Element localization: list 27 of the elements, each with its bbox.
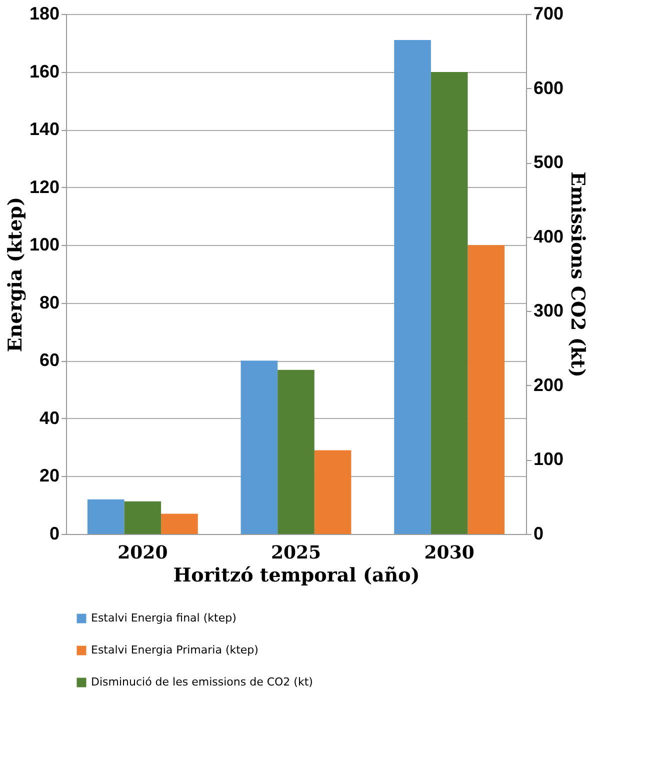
y-tick-label: 0 — [49, 524, 60, 544]
y-tick-label: 140 — [29, 119, 60, 140]
y2-tick-label: 700 — [534, 4, 564, 24]
y2-tick-label: 500 — [534, 152, 564, 172]
legend-label: Estalvi Energia final (ktep) — [91, 612, 236, 624]
y2-tick-label: 100 — [534, 449, 564, 470]
y2-tick-label: 600 — [534, 78, 564, 98]
y-tick-label: 60 — [39, 350, 60, 370]
y2-tick-label: 0 — [534, 524, 544, 544]
y-tick-label: 80 — [39, 292, 60, 312]
y-tick-label: 120 — [29, 176, 60, 197]
x-tick-label: 2025 — [270, 542, 322, 564]
y2-axis-title: Emissions CO2 (kt) — [566, 172, 589, 378]
y-tick-label: 100 — [29, 234, 60, 255]
y-axis-title: Energia (ktep) — [4, 196, 26, 352]
y2-tick-label: 200 — [534, 374, 564, 395]
y2-tick-label: 400 — [534, 226, 564, 246]
y2-tick-label: 300 — [534, 300, 564, 321]
legend-label: Disminució de les emissions de CO2 (kt) — [91, 676, 313, 688]
y-tick-label: 40 — [39, 408, 60, 428]
legend-label: Estalvi Energia Primaria (ktep) — [91, 644, 258, 656]
y-tick-label: 160 — [29, 61, 60, 82]
y-tick-label: 20 — [39, 466, 60, 486]
x-axis-title: Horitzó temporal (año) — [173, 564, 420, 586]
y-tick-label: 180 — [29, 4, 60, 24]
x-tick-label: 2020 — [118, 542, 168, 564]
x-tick-label: 2030 — [424, 542, 474, 564]
